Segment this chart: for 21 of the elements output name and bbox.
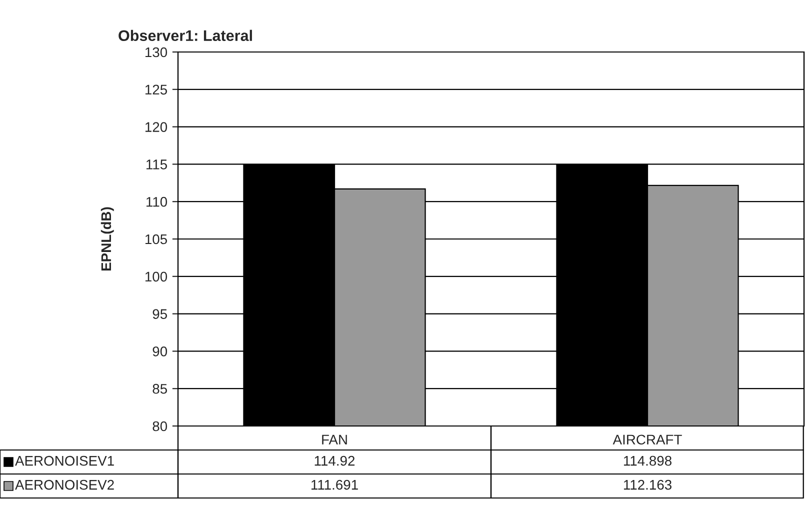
y-tick-label: 110	[146, 196, 168, 207]
legend-label: AERONOISEV2	[15, 480, 114, 490]
y-tick-label: 130	[145, 47, 168, 58]
legend-label: AERONOISEV1	[15, 456, 114, 466]
y-tick-label: 125	[145, 84, 168, 95]
data-label: 114.92	[314, 456, 355, 466]
y-tick-label: 115	[146, 160, 168, 170]
data-label: 112.163	[624, 480, 672, 490]
chart-title: Observer1: Lateral	[118, 30, 252, 42]
y-tick-label: 85	[152, 384, 168, 394]
y-tick-label: 120	[145, 122, 168, 132]
data-label: 114.898	[624, 456, 672, 466]
x-tick-label: FAN	[322, 434, 347, 444]
data-label: 111.691	[311, 480, 358, 490]
y-tick-label: 90	[152, 346, 168, 356]
y-tick-label: 95	[152, 309, 168, 319]
x-tick-label: AIRCRAFT	[612, 434, 682, 445]
y-tick-label: 80	[152, 421, 168, 432]
y-tick-label: 105	[145, 234, 168, 244]
y-tick-label: 100	[145, 272, 168, 282]
y-axis-title: EPNL(dB)	[100, 207, 114, 270]
